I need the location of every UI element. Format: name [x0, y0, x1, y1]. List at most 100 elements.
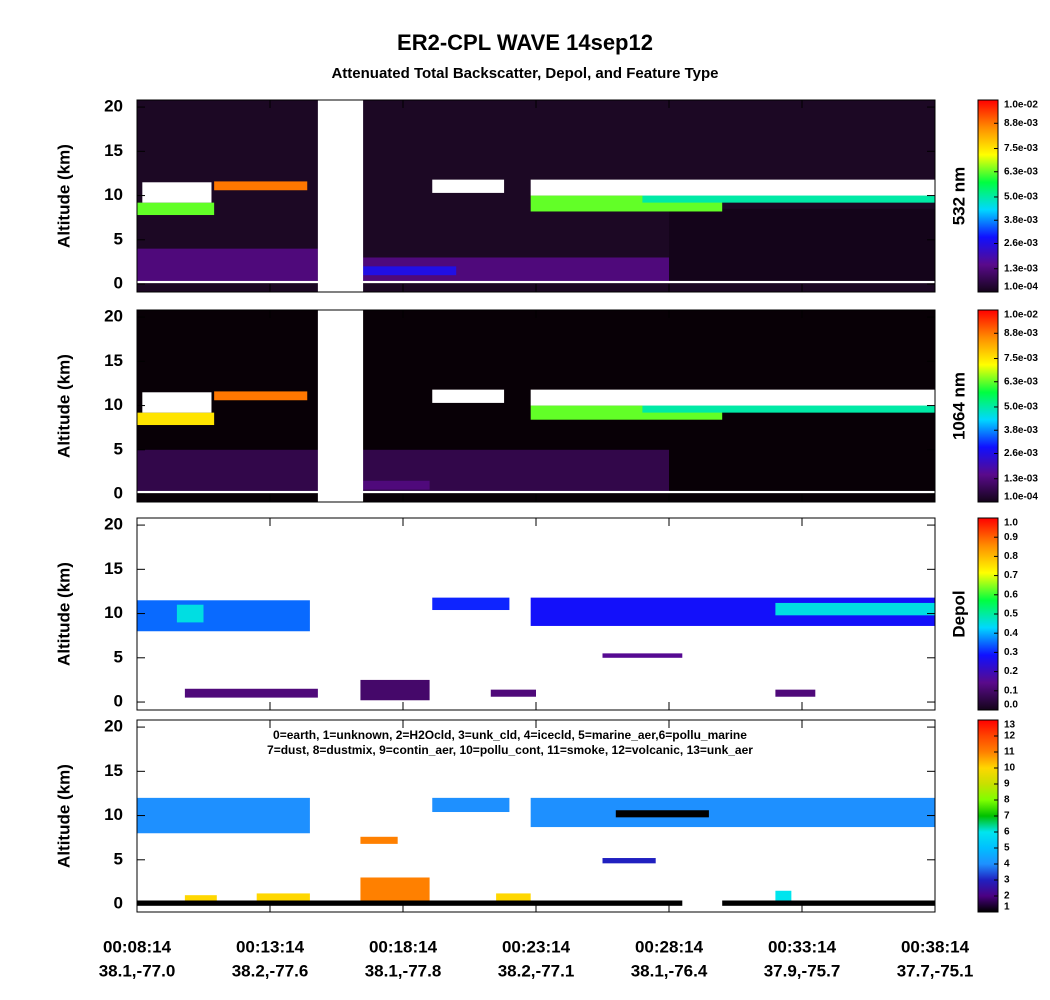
feature [214, 391, 308, 401]
y-tick-label: 0 [114, 274, 123, 293]
colorbar-tick-label: 7 [1004, 811, 1010, 822]
x-tick-label: 00:38:14 [901, 937, 970, 956]
colorbar-tick-label: 0.1 [1004, 685, 1018, 696]
feature [363, 257, 669, 282]
x-tick-label: 00:23:14 [502, 937, 571, 956]
feature [142, 392, 212, 413]
y-tick-label: 10 [104, 805, 123, 824]
colorbar-tick-label: 3 [1004, 875, 1010, 886]
colorbar-tick-label: 5 [1004, 843, 1010, 854]
x-tick-location: 38.2,-77.1 [498, 961, 575, 980]
colorbar-tick-label: 2.6e-03 [1004, 448, 1038, 459]
feature [137, 202, 215, 216]
x-tick-location: 38.1,-77.8 [365, 961, 442, 980]
feature [496, 893, 531, 905]
y-tick-label: 20 [104, 97, 123, 116]
colorbar-tick-label: 10 [1004, 763, 1016, 774]
colorbar-tick-label: 2.6e-03 [1004, 238, 1038, 249]
panel: 0 5 10 15 20 Altitude (km) 1064 nm 1.0e-04 1.3e-… [54, 307, 1038, 503]
feature [775, 689, 816, 697]
y-tick-label: 20 [104, 717, 123, 736]
feature [256, 893, 310, 905]
y-tick-label: 0 [114, 692, 123, 711]
feature [642, 193, 935, 203]
colorbar-tick-label: 1.3e-03 [1004, 263, 1038, 274]
feature [530, 797, 935, 828]
colorbar-label: 1064 nm [949, 372, 968, 440]
feature [722, 900, 935, 906]
colorbar-tick-label: 5.0e-03 [1004, 192, 1038, 203]
feature [530, 389, 935, 406]
feature [137, 490, 935, 494]
x-tick-label: 00:13:14 [236, 937, 305, 956]
y-tick-label: 5 [114, 229, 123, 248]
colorbar-tick-label: 4 [1004, 859, 1010, 870]
colorbar-tick-label: 0.7 [1004, 570, 1018, 581]
colorbar-tick-label: 2 [1004, 891, 1010, 902]
colorbar-tick-label: 6.3e-03 [1004, 376, 1038, 387]
y-tick-label: 10 [104, 603, 123, 622]
colorbar-tick-label: 1.0e-02 [1004, 100, 1038, 111]
feature [432, 597, 510, 611]
colorbar-tick-label: 0.2 [1004, 666, 1018, 677]
colorbar-tick-label: 12 [1004, 731, 1016, 742]
feature [602, 653, 683, 658]
x-tick-label: 00:08:14 [103, 937, 172, 956]
y-axis-label: Altitude (km) [54, 144, 73, 248]
colorbar-tick-label: 13 [1004, 720, 1016, 731]
feature [775, 602, 935, 616]
y-tick-label: 15 [104, 351, 123, 370]
feature [142, 182, 212, 203]
colorbar-tick-label: 0.0 [1004, 700, 1018, 711]
colorbar-tick-label: 3.8e-03 [1004, 215, 1038, 226]
x-tick-label: 00:18:14 [369, 937, 438, 956]
feature [137, 412, 215, 426]
colorbar-tick-label: 8.8e-03 [1004, 328, 1038, 339]
x-tick-label: 00:28:14 [635, 937, 704, 956]
feature [214, 181, 308, 191]
y-tick-label: 15 [104, 559, 123, 578]
x-tick-location: 38.2,-77.6 [232, 961, 309, 980]
x-tick-location: 38.1,-77.0 [99, 961, 176, 980]
data-gap [317, 100, 364, 292]
panel: 0 5 10 15 20 Altitude (km) Depol 0.0 0.1 0.2 0.3 0.… [54, 515, 1018, 711]
colorbar-tick-label: 1.0e-04 [1004, 492, 1038, 503]
feature [530, 179, 935, 196]
feature [360, 877, 430, 905]
colorbar-tick-label: 8 [1004, 795, 1010, 806]
colorbar-tick-label: 1.0 [1004, 518, 1018, 529]
feature [775, 890, 792, 902]
feature [184, 688, 318, 698]
x-tick-label: 00:33:14 [768, 937, 837, 956]
colorbar-tick-label: 0.8 [1004, 551, 1018, 562]
colorbar [977, 309, 999, 503]
chart-title: ER2-CPL WAVE 14sep12 [397, 30, 653, 55]
feature [615, 810, 709, 818]
x-tick-location: 37.7,-75.1 [897, 961, 974, 980]
feature [669, 208, 935, 282]
y-tick-label: 0 [114, 484, 123, 503]
feature [432, 797, 510, 813]
panel: 0 5 10 15 20 Altitude (km) 532 nm 1.0e-04 1.3e-0… [54, 97, 1038, 293]
y-tick-label: 20 [104, 515, 123, 534]
feature [137, 797, 310, 834]
colorbar-tick-label: 6 [1004, 827, 1010, 838]
feature [137, 600, 310, 632]
y-tick-label: 20 [104, 307, 123, 326]
feature [490, 689, 536, 697]
feature [363, 480, 430, 490]
colorbar-tick-label: 7.5e-03 [1004, 353, 1038, 364]
feature [360, 679, 430, 701]
chart-subtitle: Attenuated Total Backscatter, Depol, and… [331, 65, 718, 82]
colorbar-tick-label: 0.5 [1004, 609, 1018, 620]
feature [137, 900, 683, 906]
colorbar-tick-label: 11 [1004, 747, 1015, 758]
colorbar-tick-label: 3.8e-03 [1004, 425, 1038, 436]
colorbar-tick-label: 0.3 [1004, 647, 1018, 658]
y-axis-label: Altitude (km) [54, 562, 73, 666]
colorbar-tick-label: 9 [1004, 779, 1010, 790]
feature [184, 895, 217, 905]
colorbar-tick-label: 5.0e-03 [1004, 402, 1038, 413]
